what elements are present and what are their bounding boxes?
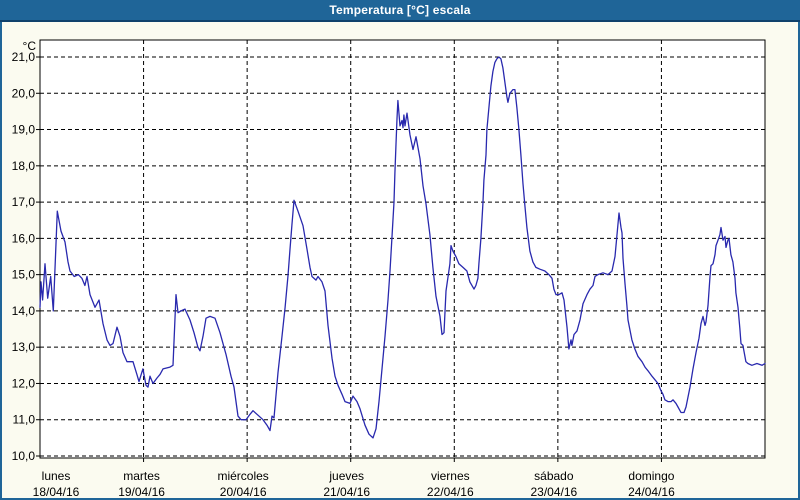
y-tick-label: 21,0 [12, 50, 36, 64]
y-tick-label: 14,0 [12, 304, 36, 318]
x-day-name-label: sábado [534, 469, 574, 483]
x-day-date-label: 22/04/16 [427, 485, 474, 498]
y-tick-label: 12,0 [12, 376, 36, 390]
y-tick-label: 11,0 [13, 413, 36, 427]
y-axis-unit-label: °C [23, 39, 37, 53]
y-tick-label: 10,0 [12, 449, 36, 463]
y-tick-label: 17,0 [12, 195, 36, 209]
y-tick-label: 13,0 [12, 340, 36, 354]
x-day-name-label: jueves [328, 469, 364, 483]
x-day-name-label: viernes [431, 469, 470, 483]
y-tick-label: 15,0 [12, 268, 36, 282]
y-tick-label: 16,0 [12, 231, 36, 245]
x-day-date-label: 23/04/16 [530, 485, 577, 498]
plot-area [39, 39, 766, 459]
window-title: Temperatura [°C] escala [329, 3, 471, 17]
y-tick-label: 19,0 [12, 123, 36, 137]
x-day-name-label: miércoles [217, 469, 268, 483]
x-day-name-label: martes [123, 469, 160, 483]
temperature-line [39, 56, 766, 439]
x-day-date-label: 21/04/16 [323, 485, 370, 498]
x-day-date-label: 24/04/16 [628, 485, 675, 498]
chart-content: 21,0 20,0 19,0 18,0 17,0 16,0 15,0 14,0 13,0 12,0… [2, 22, 798, 498]
x-day-date-label: 18/04/16 [33, 485, 80, 498]
window-title-bar: Temperatura [°C] escala [0, 0, 800, 22]
x-day-date-label: 20/04/16 [220, 485, 267, 498]
temperature-chart: 21,0 20,0 19,0 18,0 17,0 16,0 15,0 14,0 13,0 12,0… [12, 39, 766, 498]
x-day-name-label: lunes [42, 469, 71, 483]
y-tick-label: 20,0 [12, 86, 36, 100]
x-day-name-label: domingo [628, 469, 674, 483]
x-day-date-label: 19/04/16 [118, 485, 165, 498]
y-tick-label: 18,0 [12, 159, 36, 173]
